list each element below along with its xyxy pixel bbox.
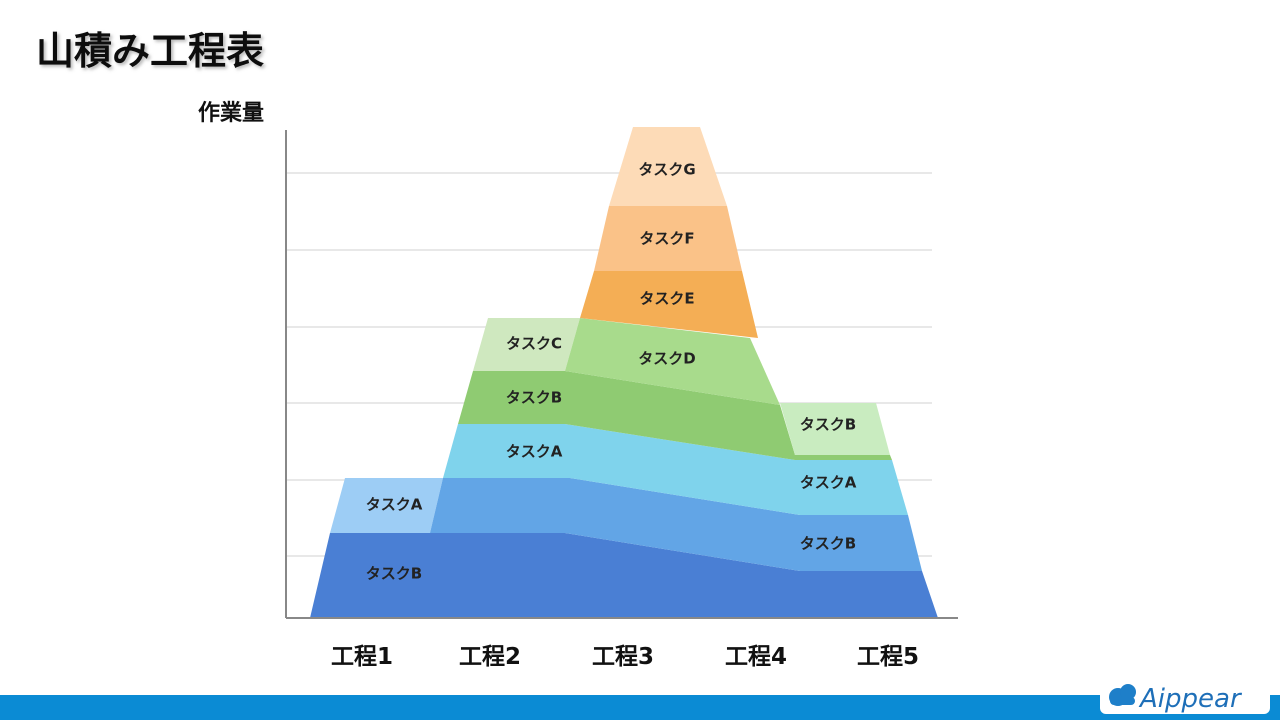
logo: Aippear <box>1138 684 1243 714</box>
stage-labels: 工程1 工程2 工程3 工程4 工程5 <box>331 644 919 670</box>
band <box>443 424 908 515</box>
band <box>458 371 892 460</box>
band <box>780 403 890 455</box>
task-label: タスクB <box>800 535 856 553</box>
task-label: タスクC <box>506 335 562 353</box>
stage-label: 工程4 <box>725 644 787 670</box>
task-label: タスクE <box>639 290 694 308</box>
band <box>330 478 443 533</box>
band <box>473 318 580 371</box>
band <box>580 271 758 338</box>
stage-label: 工程3 <box>592 644 654 670</box>
stage-label: 工程1 <box>331 644 393 670</box>
task-label: タスクF <box>639 230 694 248</box>
band <box>565 318 780 405</box>
task-label: タスクA <box>506 443 563 461</box>
mountain <box>310 127 938 618</box>
band <box>609 127 727 206</box>
band <box>310 533 938 618</box>
y-axis-label: 作業量 <box>198 101 264 126</box>
task-label: タスクD <box>638 350 695 368</box>
stage-label: 工程5 <box>857 644 919 670</box>
stage-label: 工程2 <box>459 644 521 670</box>
task-label: タスクB <box>800 416 856 434</box>
task-label: タスクB <box>506 389 562 407</box>
title: 山積み工程表 <box>36 29 264 73</box>
footer-bar <box>0 695 1280 720</box>
band <box>430 478 922 571</box>
task-label: タスクA <box>800 474 857 492</box>
task-label: タスクB <box>366 565 422 583</box>
task-label: タスクG <box>638 161 695 179</box>
band <box>594 206 742 271</box>
task-label: タスクA <box>366 496 423 514</box>
logo-bg <box>1100 680 1270 714</box>
logo-icon <box>1109 684 1136 706</box>
task-labels: タスクB タスクA タスクC タスクB タスクA タスクG タスクF タスクE … <box>366 161 857 583</box>
